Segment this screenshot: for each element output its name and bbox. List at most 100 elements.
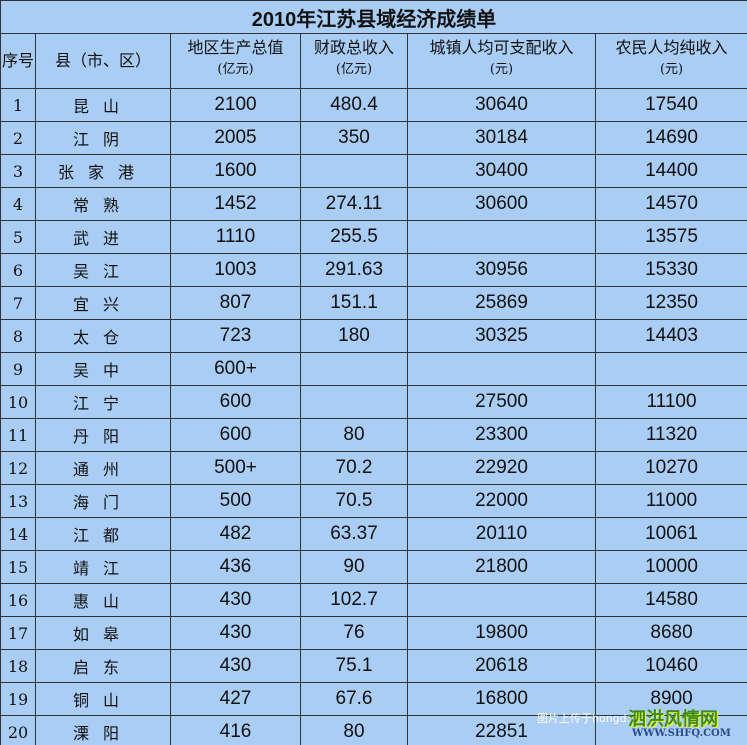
table-cell: 10000: [594, 550, 747, 584]
table-cell: 67.6: [300, 682, 408, 716]
table-cell: 600: [170, 385, 301, 419]
table-cell: 20110: [407, 517, 596, 551]
table-cell: 4: [0, 187, 36, 221]
header-unit: (亿元): [335, 62, 373, 77]
table-cell: 吴江: [35, 253, 171, 287]
table-cell: 6: [0, 253, 36, 287]
table-cell: 723: [170, 319, 301, 353]
table-row: 11 丹阳 600 80 23300 11320: [0, 418, 747, 452]
column-header: 城镇人均可支配收入 (元): [407, 33, 596, 89]
table-row: 6 吴江 1003 291.63 30956 15330: [0, 253, 747, 287]
table-cell: 430: [170, 616, 301, 650]
table-cell: [300, 154, 408, 188]
table-cell: 10460: [594, 649, 747, 683]
table-cell: 14: [0, 517, 36, 551]
table-cell: 2100: [170, 88, 301, 122]
table-cell: [407, 220, 596, 254]
table-cell: [594, 352, 747, 386]
header-label: 地区生产总值: [187, 38, 284, 57]
table-cell: 溧阳: [35, 715, 171, 745]
table-cell: 19800: [407, 616, 596, 650]
table-row: 5 武进 1110 255.5 13575: [0, 220, 747, 254]
table-cell: 16: [0, 583, 36, 617]
table-cell: 11320: [594, 418, 747, 452]
column-header: 财政总收入 (亿元): [300, 33, 408, 89]
table-cell: 80: [300, 715, 408, 745]
table-cell: 1600: [170, 154, 301, 188]
table-cell: 180: [300, 319, 408, 353]
table-cell: 430: [170, 583, 301, 617]
table-cell: 102.7: [300, 583, 408, 617]
column-header: 序号: [0, 33, 36, 89]
table-cell: 14400: [594, 154, 747, 188]
table-cell: 416: [170, 715, 301, 745]
header-unit: (元): [659, 62, 684, 77]
table-row: 13 海门 500 70.5 22000 11000: [0, 484, 747, 518]
table-row: 4 常熟 1452 274.11 30600 14570: [0, 187, 747, 221]
table-cell: 启东: [35, 649, 171, 683]
table-cell: 3: [0, 154, 36, 188]
table-row: 7 宜兴 807 151.1 25869 12350: [0, 286, 747, 320]
table-row: 19 铜山 427 67.6 16800 8900: [0, 682, 747, 716]
table-cell: 807: [170, 286, 301, 320]
header-label: 序号: [1, 51, 34, 70]
table-cell: 70.2: [300, 451, 408, 485]
table-cell: [300, 385, 408, 419]
table-cell: 8680: [594, 616, 747, 650]
table-cell: 8: [0, 319, 36, 353]
table-cell: 惠山: [35, 583, 171, 617]
column-header: 农民人均纯收入 (元): [594, 33, 747, 89]
table-cell: 武进: [35, 220, 171, 254]
table-cell: 铜山: [35, 682, 171, 716]
header-label: 县（市、区）: [54, 51, 151, 70]
table-cell: 70.5: [300, 484, 408, 518]
table-cell: 76: [300, 616, 408, 650]
header-unit: (元): [489, 62, 514, 77]
table-cell: 11000: [594, 484, 747, 518]
table-cell: 480.4: [300, 88, 408, 122]
header-unit: (亿元): [217, 62, 254, 77]
table-cell: 17: [0, 616, 36, 650]
table-cell: 30956: [407, 253, 596, 287]
table-cell: 12350: [594, 286, 747, 320]
table-row: 10 江宁 600 27500 11100: [0, 385, 747, 419]
table-row: 14 江都 482 63.37 20110 10061: [0, 517, 747, 551]
table-cell: 如皋: [35, 616, 171, 650]
table-cell: 7: [0, 286, 36, 320]
header-label: 财政总收入: [313, 38, 394, 57]
table-cell: 350: [300, 121, 408, 155]
table-cell: 江阴: [35, 121, 171, 155]
upload-watermark: 图片上传于hongd...: [537, 712, 638, 725]
table-row: 2 江阴 2005 350 30184 14690: [0, 121, 747, 155]
table-cell: 15330: [594, 253, 747, 287]
header-label: 城镇人均可支配收入: [429, 38, 574, 57]
table-cell: 30600: [407, 187, 596, 221]
table-cell: 18: [0, 649, 36, 683]
table-cell: 江都: [35, 517, 171, 551]
table-row: 20 溧阳 416 80 22851: [0, 715, 747, 745]
table-cell: 274.11: [300, 187, 408, 221]
table-cell: 通州: [35, 451, 171, 485]
table-cell: 1: [0, 88, 36, 122]
table-cell: 482: [170, 517, 301, 551]
table-cell: 436: [170, 550, 301, 584]
table-cell: 151.1: [300, 286, 408, 320]
site-logo-url: WWW.SHFQ.COM: [632, 728, 731, 739]
table-cell: 30400: [407, 154, 596, 188]
table-cell: 9: [0, 352, 36, 386]
table-cell: 90: [300, 550, 408, 584]
table-row: 8 太仓 723 180 30325 14403: [0, 319, 747, 353]
table-cell: 21800: [407, 550, 596, 584]
table-cell: 75.1: [300, 649, 408, 683]
table-cell: 丹阳: [35, 418, 171, 452]
table-cell: 17540: [594, 88, 747, 122]
table-cell: [594, 715, 747, 745]
table-cell: 14403: [594, 319, 747, 353]
column-header: 地区生产总值 (亿元): [170, 33, 301, 89]
table-cell: 30184: [407, 121, 596, 155]
header-label: 农民人均纯收入: [615, 38, 728, 57]
table-row: 17 如皋 430 76 19800 8680: [0, 616, 747, 650]
table-cell: 宜兴: [35, 286, 171, 320]
